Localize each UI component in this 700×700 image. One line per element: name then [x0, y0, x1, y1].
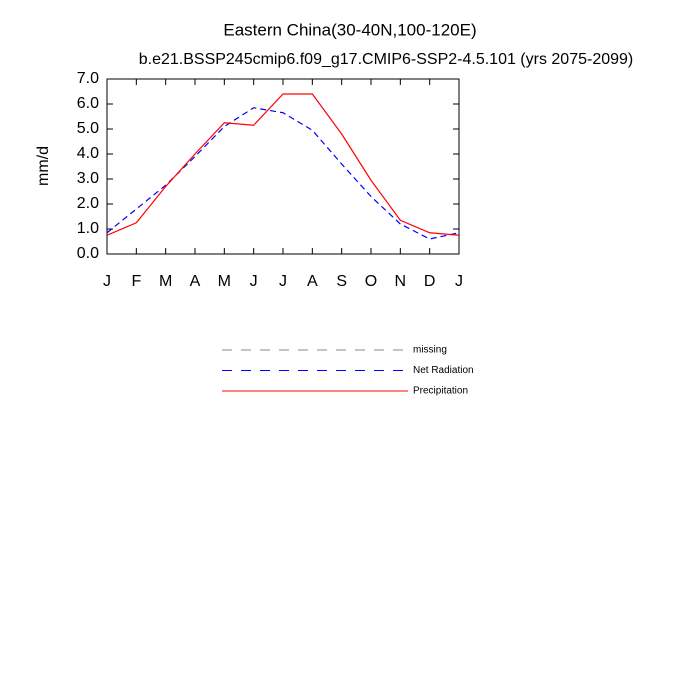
plot-frame [106, 78, 460, 255]
legend-label: missing [413, 345, 447, 356]
x-tick-label: F [131, 273, 141, 290]
y-tick-label: 0.0 [77, 245, 99, 262]
x-tick-label: M [159, 273, 172, 290]
legend-label: Precipitation [413, 386, 468, 397]
x-tick-label: D [424, 273, 436, 290]
x-tick-label: A [307, 273, 318, 290]
y-tick-label: 5.0 [77, 120, 99, 137]
x-tick-label: S [336, 273, 347, 290]
y-axis-label: mm/d [35, 146, 52, 186]
y-tick-label: 3.0 [77, 170, 99, 187]
x-tick-label: J [103, 273, 111, 290]
line-series [106, 93, 460, 236]
y-tick-label: 2.0 [77, 195, 99, 212]
line-series [106, 107, 460, 240]
x-tick-label: J [279, 273, 287, 290]
x-tick-label: N [395, 273, 407, 290]
y-tick-label: 4.0 [77, 145, 99, 162]
x-tick-label: A [190, 273, 201, 290]
x-tick-label: J [455, 273, 463, 290]
x-tick-label: O [365, 273, 377, 290]
x-tick-label: J [250, 273, 258, 290]
chart-subtitle: b.e21.BSSP245cmip6.f09_g17.CMIP6-SSP2-4.… [139, 51, 634, 68]
legend-label: Net Radiation [413, 365, 474, 376]
y-tick-label: 1.0 [77, 220, 99, 237]
x-tick-label: M [218, 273, 231, 290]
y-tick-label: 6.0 [77, 95, 99, 112]
y-tick-label: 7.0 [77, 70, 99, 87]
chart-title: Eastern China(30-40N,100-120E) [223, 20, 476, 39]
